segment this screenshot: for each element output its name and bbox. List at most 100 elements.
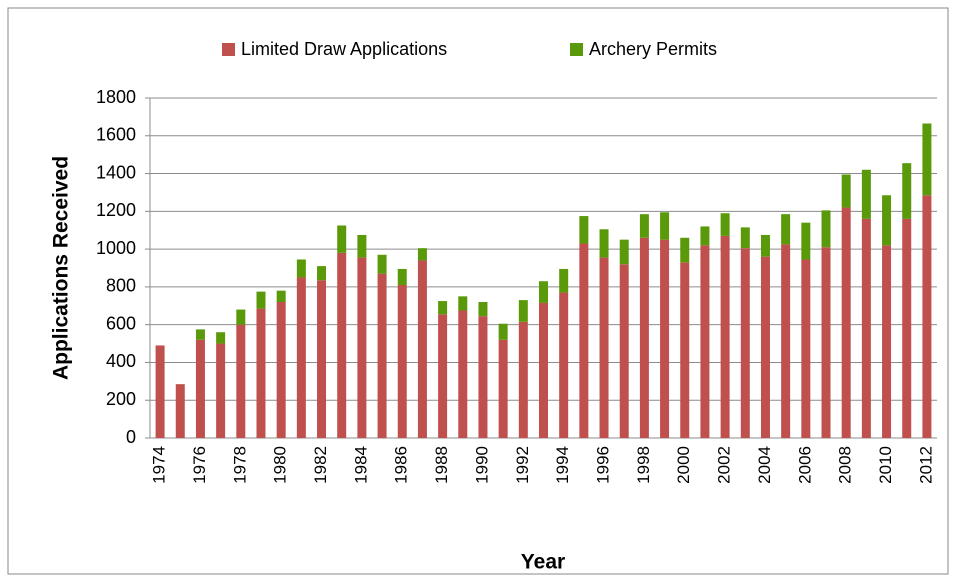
bar-segment [236,324,246,438]
x-tick-label: 2006 [795,446,814,484]
y-tick-label: 1600 [96,125,136,145]
bar-segment [559,292,569,438]
bar-segment [417,260,427,438]
bar-segment [175,384,185,438]
bar-segment [337,252,347,438]
bar-segment [377,254,387,274]
bar-segment [660,212,670,240]
bar-segment [155,345,165,438]
bar-segment [639,237,649,438]
bar-segment [781,214,791,245]
bar-segment [740,227,750,249]
bar-segment [195,329,205,340]
x-tick-label: 1990 [472,446,491,484]
y-tick-label: 0 [126,427,136,447]
y-tick-label: 1000 [96,238,136,258]
bar-segment [660,239,670,438]
bar-segment [700,226,710,246]
bar-segment [882,195,892,246]
x-tick-label: 1980 [271,446,290,484]
x-tick-label: 1982 [311,446,330,484]
bar-segment [720,213,730,236]
bar-segment [236,309,246,325]
bar-segment [276,290,286,302]
x-tick-label: 1976 [190,446,209,484]
x-tick-label: 2000 [674,446,693,484]
x-tick-label: 1998 [634,446,653,484]
x-tick-label: 1994 [553,446,572,484]
bar-segment [740,248,750,438]
legend-swatch [222,43,235,56]
x-tick-label: 2010 [876,446,895,484]
bar-segment [639,214,649,238]
x-tick-label: 1992 [513,446,532,484]
bar-segment [760,234,770,257]
bar-segment [599,257,609,438]
bar-segment [498,339,508,438]
bar-segment [417,248,427,261]
bar-segment [518,300,528,322]
y-axis-label: Applications Received [50,156,73,380]
bar-segment [760,256,770,438]
legend-label: Limited Draw Applications [241,39,447,59]
bar-segment [882,245,892,438]
y-tick-label: 1200 [96,200,136,220]
bar-segment [216,332,226,344]
y-tick-label: 400 [106,351,136,371]
x-tick-label: 2008 [836,446,855,484]
x-tick-label: 2012 [916,446,935,484]
x-axis-label: Year [521,551,565,574]
legend-swatch [570,43,583,56]
x-tick-label: 1996 [594,446,613,484]
bar-segment [539,302,548,438]
x-tick-label: 1986 [392,446,411,484]
bar-segment [195,339,205,438]
bar-segment [579,243,589,438]
bar-segment [619,264,629,438]
x-tick-label: 1978 [230,446,249,484]
bar-segment [256,291,266,309]
bar-segment [276,302,286,438]
bar-segment [216,343,226,438]
bar-segment [922,123,932,196]
bar-segment [922,195,932,438]
bar-segment [357,257,367,438]
bar-segment [397,268,407,285]
x-tick-label: 1984 [351,446,370,484]
bar-segment [781,244,791,438]
bar-segment [458,296,468,311]
bar-segment [458,310,468,438]
bar-segment [539,281,548,303]
bar-segment [438,314,448,438]
y-tick-label: 600 [106,313,136,333]
bar-segment [902,163,912,219]
bar-segment [317,280,327,438]
bar-segment [720,235,730,438]
bar-segment [337,225,347,253]
bar-segment [861,218,871,438]
bar-segment [256,308,266,438]
bar-segment [821,210,831,248]
y-tick-label: 1400 [96,162,136,182]
bar-segment [357,234,367,258]
bar-segment [559,268,569,293]
bar-segment [478,316,488,438]
y-tick-label: 200 [106,389,136,409]
bar-segment [841,207,851,438]
x-tick-label: 1988 [432,446,451,484]
bar-segment [397,285,407,438]
bar-segment [296,277,306,438]
bar-segment [438,301,448,315]
bar-segment [841,174,851,208]
bar-segment [296,259,306,278]
bar-segment [680,237,690,263]
bar-segment [579,216,589,244]
bar-segment [619,239,629,265]
bar-segment [518,321,528,438]
y-tick-label: 800 [106,276,136,296]
x-tick-label: 1974 [150,446,169,484]
bar-segment [861,169,871,219]
bar-segment [902,218,912,438]
x-tick-label: 2004 [755,446,774,484]
